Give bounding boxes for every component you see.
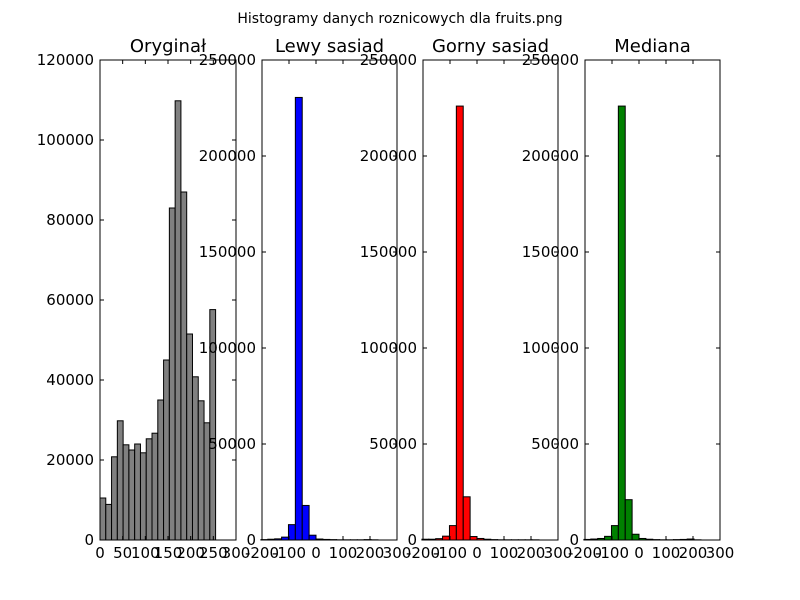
- x-tick-label: 100: [490, 544, 519, 562]
- y-tick-label: 50000: [369, 435, 417, 453]
- histogram-bar: [631, 533, 640, 541]
- y-tick-label: 40000: [46, 371, 94, 389]
- y-tick-label: 200000: [199, 147, 256, 165]
- y-tick-label: 150000: [522, 243, 579, 261]
- x-tick-label: 300: [706, 544, 735, 562]
- y-tick-label: 0: [569, 531, 579, 549]
- histogram-bar: [462, 496, 471, 541]
- histogram-bar: [122, 444, 130, 541]
- x-tick-label: 300: [222, 544, 251, 562]
- histogram-bar: [604, 535, 612, 541]
- y-tick-label: 150000: [360, 243, 417, 261]
- histogram-bar: [442, 535, 450, 541]
- x-tick-label: 200: [176, 544, 205, 562]
- y-tick-label: 0: [84, 531, 94, 549]
- y-tick-label: 0: [246, 531, 256, 549]
- y-tick-label: 20000: [46, 451, 94, 469]
- histogram-bar: [145, 438, 153, 541]
- histogram-bar: [111, 456, 118, 541]
- y-tick-label: 100000: [37, 131, 94, 149]
- y-tick-label: 100000: [199, 339, 256, 357]
- histogram-bar: [128, 449, 136, 541]
- subplot-title: Lewy sasiad: [275, 36, 384, 57]
- histogram-bar: [455, 105, 464, 541]
- y-tick-label: 150000: [199, 243, 256, 261]
- subplot-title: Mediana: [614, 36, 691, 57]
- x-tick-label: -100: [272, 544, 306, 562]
- x-tick-label: 100: [131, 544, 160, 562]
- x-tick-label: 0: [311, 544, 321, 562]
- figure-suptitle: Histogramy danych roznicowych dla fruits…: [237, 11, 562, 27]
- histogram-bar: [134, 443, 141, 541]
- histogram-bar: [105, 503, 113, 541]
- y-tick-label: 250000: [199, 51, 256, 69]
- axes-frame: [261, 59, 398, 541]
- y-tick-label: 200000: [522, 147, 579, 165]
- histogram-bar: [151, 432, 159, 541]
- x-tick-label: 0: [472, 544, 482, 562]
- x-tick-label: -100: [595, 544, 629, 562]
- y-tick-label: 100000: [522, 339, 579, 357]
- x-tick-label: 300: [544, 544, 573, 562]
- x-tick-label: -200: [406, 544, 440, 562]
- subplot-title: Gorny sasiad: [432, 36, 549, 57]
- x-tick-label: 200: [356, 544, 385, 562]
- y-tick-label: 50000: [531, 435, 579, 453]
- histogram-bar: [191, 376, 199, 541]
- histogram-bar: [308, 534, 317, 541]
- histogram-bar: [301, 504, 310, 541]
- y-tick-label: 60000: [46, 291, 94, 309]
- histogram-bar: [157, 399, 165, 541]
- x-tick-label: 50: [113, 544, 132, 562]
- y-tick-label: 120000: [37, 51, 94, 69]
- axes-frame: [584, 59, 721, 541]
- x-tick-label: 100: [329, 544, 358, 562]
- histogram-bar: [99, 497, 107, 541]
- x-tick-label: 200: [517, 544, 546, 562]
- y-tick-label: 250000: [522, 51, 579, 69]
- histogram-bar: [139, 452, 147, 541]
- histogram-bar: [469, 536, 478, 541]
- y-tick-label: 0: [407, 531, 417, 549]
- histogram-bar: [163, 359, 170, 541]
- y-tick-label: 80000: [46, 211, 94, 229]
- subplot-title: Oryginał: [130, 36, 207, 57]
- histogram-bar: [180, 191, 188, 541]
- subplot-1: 0 20000 40000 60000 80000 100000 120000 0 501001…: [37, 36, 251, 562]
- x-tick-label: 150: [154, 544, 183, 562]
- histogram-bar: [186, 333, 193, 541]
- y-tick-label: 250000: [360, 51, 417, 69]
- x-tick-label: 0: [634, 544, 644, 562]
- x-tick-label: 200: [679, 544, 708, 562]
- histogram-bar: [116, 420, 124, 541]
- y-tick-label: 200000: [360, 147, 417, 165]
- y-tick-label: 50000: [208, 435, 256, 453]
- histogram-bar: [624, 499, 633, 541]
- x-tick-label: 0: [95, 544, 105, 562]
- histogram-bar: [294, 96, 303, 541]
- x-tick-label: -200: [245, 544, 279, 562]
- histogram-bar: [197, 400, 205, 541]
- y-tick-label: 100000: [360, 339, 417, 357]
- x-tick-label: 250: [199, 544, 228, 562]
- x-tick-label: 300: [383, 544, 412, 562]
- histogram-bar: [617, 105, 626, 541]
- x-tick-label: -200: [568, 544, 602, 562]
- axes-frame: [422, 59, 559, 541]
- x-tick-label: 100: [652, 544, 681, 562]
- histogram-bar: [168, 207, 176, 541]
- x-tick-label: -100: [433, 544, 467, 562]
- histogram-bar: [174, 100, 182, 541]
